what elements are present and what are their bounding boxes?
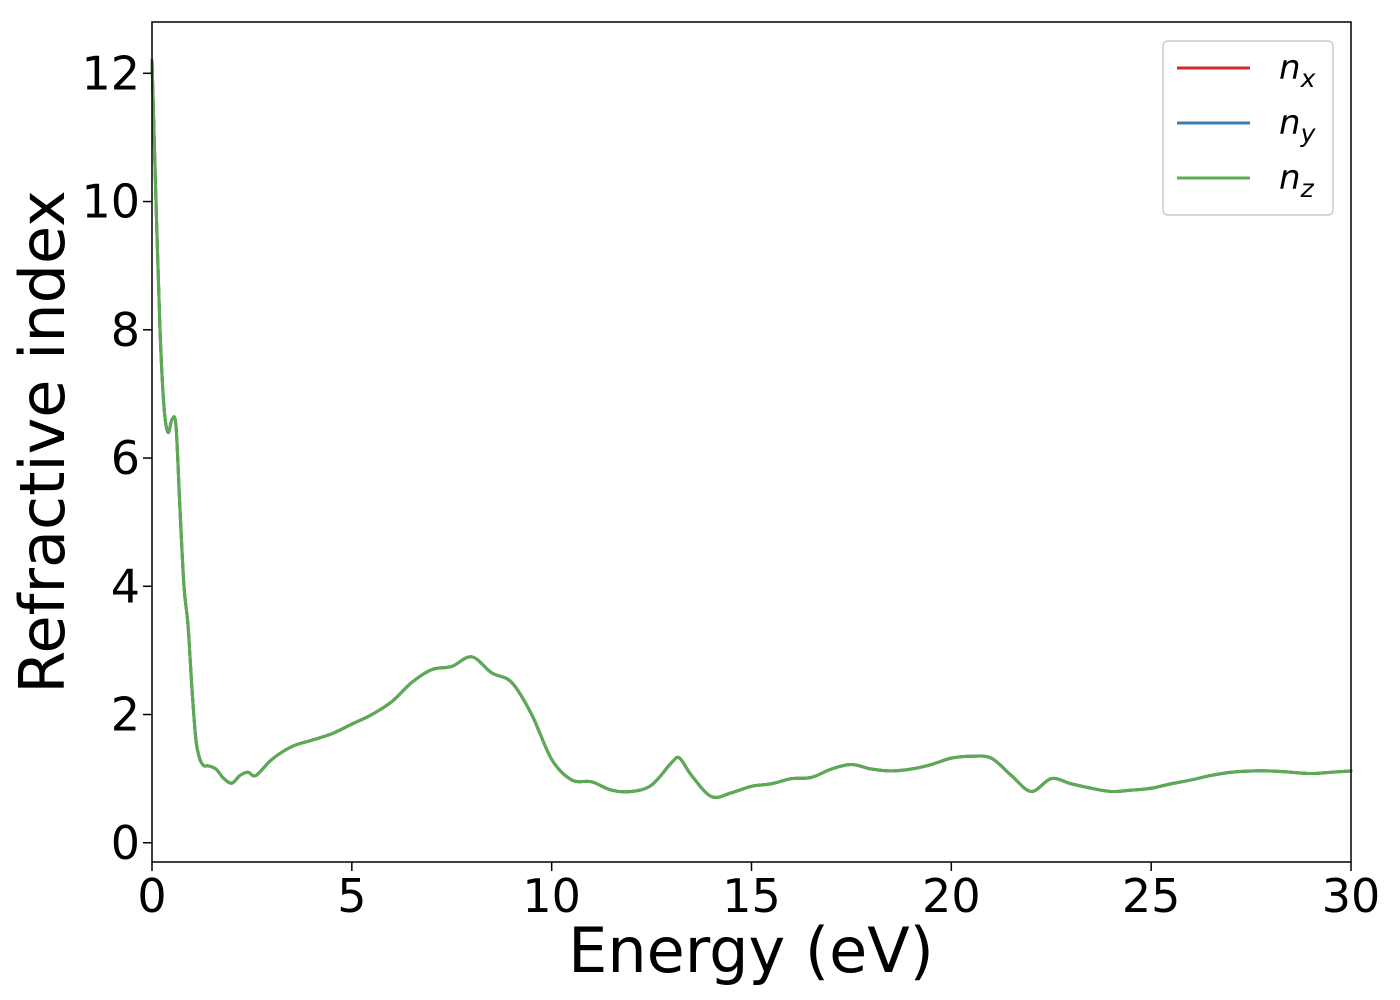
x-tick-label: 0: [137, 869, 166, 923]
x-tick-label: 5: [337, 869, 366, 923]
x-tick-label: 20: [922, 869, 981, 923]
plot-background: [152, 22, 1351, 862]
x-axis-ticks: 0 5 10 15 20 25 30: [137, 862, 1380, 923]
y-tick-label: 8: [111, 303, 140, 357]
legend-label-z: nz: [1279, 158, 1315, 203]
legend-label-main: n: [1279, 158, 1301, 198]
legend-label-main: n: [1279, 103, 1301, 143]
series-layer: [150, 58, 1353, 799]
legend-label-subscript: x: [1300, 64, 1316, 93]
y-axis-label: Refractive index: [6, 190, 79, 694]
legend-label-x: nx: [1279, 48, 1316, 93]
y-tick-label: 10: [81, 175, 140, 229]
x-tick-label: 30: [1322, 869, 1381, 923]
y-tick-label: 12: [81, 46, 140, 100]
y-tick-label: 4: [111, 559, 140, 613]
x-tick-label: 15: [722, 869, 781, 923]
x-tick-label: 10: [522, 869, 581, 923]
legend-label-subscript: y: [1300, 119, 1317, 148]
y-tick-label: 6: [111, 431, 140, 485]
y-tick-label: 0: [111, 816, 140, 870]
legend-label-subscript: z: [1300, 174, 1315, 203]
y-tick-label: 2: [111, 688, 140, 742]
legend-frame: [1162, 40, 1334, 216]
legend-label-y: ny: [1279, 103, 1317, 148]
y-axis-ticks: 0 2 4 6 8 10 12: [81, 46, 152, 870]
x-tick-label: 25: [1122, 869, 1181, 923]
series-line-z: [150, 58, 1353, 799]
legend-label-main: n: [1279, 48, 1301, 88]
x-axis-label: Energy (eV): [568, 914, 934, 987]
